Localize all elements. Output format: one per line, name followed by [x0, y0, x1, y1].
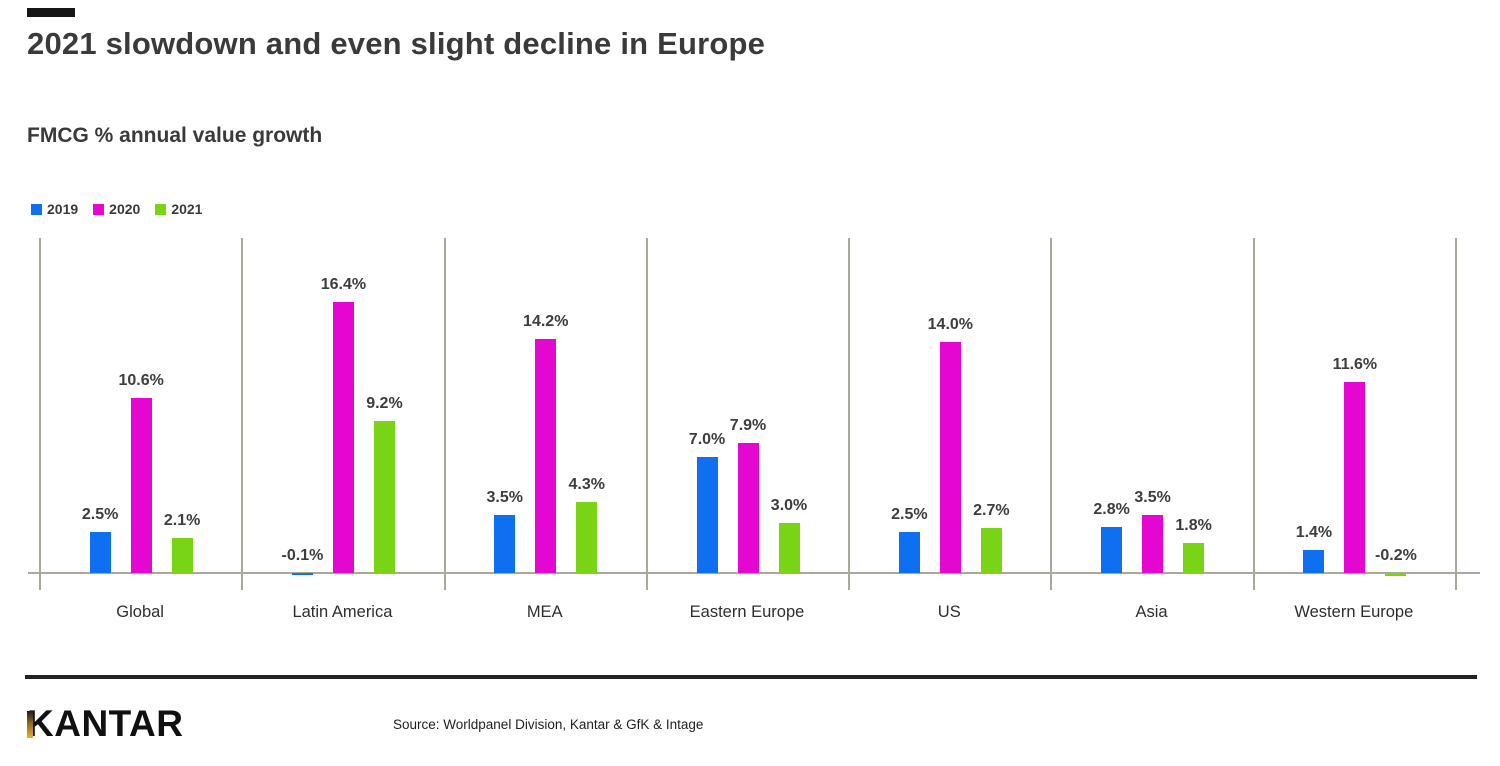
category-label: US	[937, 603, 961, 621]
bar-2019	[696, 457, 718, 573]
category-label: Western Europe	[1294, 603, 1414, 621]
bar-2021	[576, 502, 598, 573]
bar-2021	[373, 421, 395, 573]
legend-swatch-2020	[93, 203, 105, 215]
category-label: MEA	[526, 603, 563, 621]
bar-2021	[778, 523, 800, 573]
bar-2021	[980, 528, 1002, 573]
kantar-logo-gold-accent	[27, 711, 33, 738]
bar-value-label: -0.2%	[1375, 547, 1417, 564]
bar-2020	[1344, 382, 1366, 573]
bar-value-label: -0.1%	[281, 547, 324, 564]
legend-swatch-2021	[155, 203, 167, 215]
category-group: 7.0% 7.9% 3.0%	[645, 238, 848, 590]
bar-value-label: 3.5%	[486, 489, 523, 506]
bar-2021	[1183, 543, 1205, 573]
bar-2020	[130, 398, 152, 573]
legend-label: 2021	[171, 201, 203, 217]
bar-2019	[291, 573, 313, 575]
bar-value-label: 4.3%	[568, 476, 605, 493]
bar-2021	[171, 538, 193, 573]
bar-value-label: 2.5%	[891, 506, 928, 523]
source-text: Source: Worldpanel Division, Kantar & Gf…	[393, 717, 704, 732]
category-label: Eastern Europe	[689, 603, 805, 621]
chart-plot-area: 2.5% 10.6% 2.1% -0.1% 16.4% 9.2% 3.5% 14.2% 4.3%…	[39, 238, 1458, 590]
category-group: 1.4% 11.6% -0.2%	[1252, 238, 1455, 590]
bar-value-label: 16.4%	[320, 276, 367, 293]
bar-value-label: 2.7%	[973, 502, 1010, 519]
bar-2021	[1385, 573, 1407, 576]
bar-chart: 2.5% 10.6% 2.1% -0.1% 16.4% 9.2% 3.5% 14.2% 4.3%…	[0, 238, 1500, 590]
brand-accent-dash	[27, 8, 75, 17]
bar-2020	[535, 339, 557, 573]
bar-2020	[939, 342, 961, 573]
chart-legend: 2019 2020 2021	[31, 201, 202, 217]
legend-swatch-2019	[31, 203, 42, 215]
page-title: 2021 slowdown and even slight decline in…	[27, 26, 766, 61]
bar-value-label: 11.6%	[1332, 356, 1378, 373]
bar-value-label: 7.9%	[729, 417, 767, 434]
category-group: -0.1% 16.4% 9.2%	[241, 238, 443, 590]
legend-item-2020: 2020	[93, 201, 140, 217]
bar-2019	[494, 515, 516, 573]
bar-value-label: 2.5%	[81, 506, 119, 523]
legend-item-2021: 2021	[155, 201, 202, 217]
bar-value-label: 3.5%	[1134, 489, 1171, 506]
chart-subtitle: FMCG % annual value growth	[27, 124, 323, 147]
category-group: 3.5% 14.2% 4.3%	[443, 238, 646, 590]
bar-value-label: 10.6%	[118, 372, 164, 389]
category-label: Global	[116, 603, 164, 621]
bar-2020	[1142, 515, 1164, 573]
category-group: 2.5% 14.0% 2.7%	[848, 238, 1050, 590]
bar-2019	[89, 532, 111, 573]
kantar-logo: KANTAR	[27, 703, 184, 744]
bar-value-label: 1.4%	[1295, 524, 1333, 541]
bar-2020	[737, 443, 759, 573]
x-axis-baseline	[28, 572, 1480, 574]
category-group: 2.8% 3.5% 1.8%	[1050, 238, 1252, 590]
bar-2019	[1101, 527, 1123, 573]
category-label: Asia	[1135, 603, 1168, 621]
bar-2019	[898, 532, 920, 573]
bar-value-label: 2.1%	[163, 512, 201, 529]
legend-item-2019: 2019	[31, 201, 78, 217]
bar-value-label: 2.8%	[1093, 501, 1130, 518]
bar-value-label: 3.0%	[770, 497, 808, 514]
footer-divider	[25, 675, 1477, 679]
bar-value-label: 1.8%	[1175, 517, 1212, 534]
category-axis: Global Latin America MEA Eastern Europe US As…	[39, 603, 1455, 622]
bar-2020	[332, 302, 354, 573]
category-label: Latin America	[292, 603, 393, 621]
legend-label: 2020	[109, 201, 141, 217]
bar-value-label: 7.0%	[688, 431, 726, 448]
bar-value-label: 9.2%	[366, 395, 403, 412]
bar-value-label: 14.2%	[523, 313, 569, 330]
bar-value-label: 14.0%	[927, 316, 974, 333]
legend-label: 2019	[47, 201, 79, 217]
category-group: 2.5% 10.6% 2.1%	[39, 238, 241, 590]
bar-2019	[1303, 550, 1325, 573]
